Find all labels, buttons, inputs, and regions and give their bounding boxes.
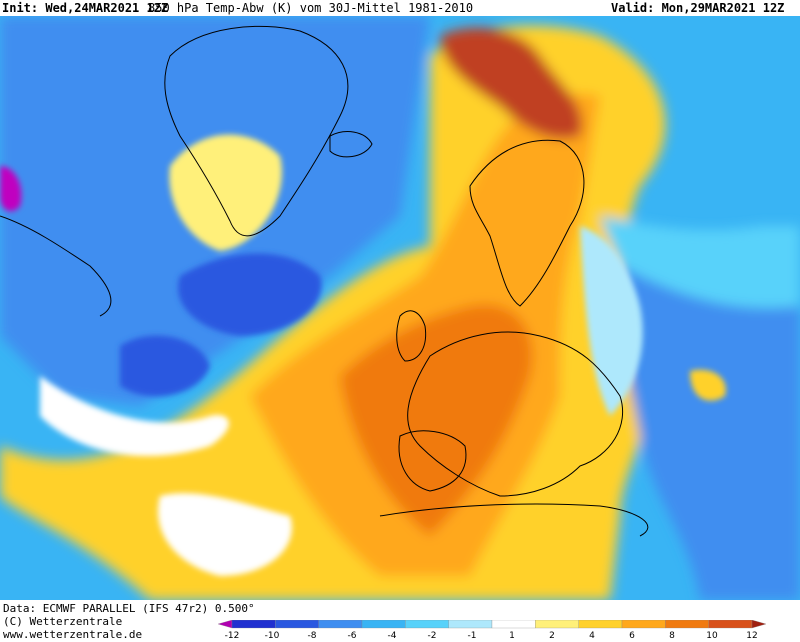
legend-swatch bbox=[665, 620, 709, 629]
field-blue-east bbox=[617, 266, 800, 600]
legend-swatch bbox=[218, 620, 233, 629]
field-red-arctic bbox=[440, 27, 582, 139]
legend-swatch bbox=[361, 620, 406, 629]
temperature-anomaly-map bbox=[0, 16, 800, 600]
field-pale-blue-east bbox=[580, 226, 643, 416]
valid-time: Valid: Mon,29MAR2021 12Z bbox=[611, 1, 785, 15]
legend-tick-label: -6 bbox=[348, 631, 357, 640]
legend-swatch bbox=[708, 620, 753, 629]
legend-swatch bbox=[491, 620, 536, 629]
coastline-iberia bbox=[398, 430, 467, 492]
data-source: Data: ECMWF PARALLEL (IFS 47r2) 0.500° bbox=[3, 602, 255, 615]
legend-tick-label: -2 bbox=[428, 631, 437, 640]
legend-tick-label: 10 bbox=[706, 631, 718, 640]
coastline-scandinavia bbox=[469, 139, 585, 307]
legend-swatch bbox=[318, 620, 363, 629]
legend-tick-label: -12 bbox=[225, 631, 240, 640]
coastline-europe bbox=[407, 331, 624, 497]
legend-tick-label: 6 bbox=[629, 631, 635, 640]
copyright: (C) Wetterzentrale bbox=[3, 615, 123, 628]
legend-tick-label: -1 bbox=[468, 631, 477, 640]
field-lightblue-east bbox=[600, 216, 800, 308]
field-deep-blue-ocean bbox=[120, 335, 210, 397]
legend-tick-label: 2 bbox=[549, 631, 555, 640]
color-scale-legend: -12 -10 -8 -6 -4 -2 -1 1 2 4 6 8 10 12 bbox=[218, 620, 766, 640]
website: www.wetterzentrale.de bbox=[3, 628, 143, 641]
coastline-greenland bbox=[164, 25, 349, 237]
legend-swatch bbox=[751, 620, 766, 629]
legend-swatch bbox=[448, 620, 493, 629]
legend-tick-label: 8 bbox=[669, 631, 675, 640]
legend-tick-label: -10 bbox=[265, 631, 280, 640]
field-yellow-asia-minor bbox=[690, 369, 726, 401]
field-white-coast bbox=[40, 376, 229, 456]
legend-tick-label: -8 bbox=[308, 631, 317, 640]
legend-swatch bbox=[535, 620, 579, 629]
coastline-north-america bbox=[0, 215, 112, 317]
parameter-title: 850 hPa Temp-Abw (K) vom 30J-Mittel 1981… bbox=[148, 1, 474, 15]
coastline-british-isles bbox=[396, 310, 427, 362]
legend-swatch bbox=[231, 620, 276, 629]
legend-swatch bbox=[405, 620, 449, 629]
field-deep-blue-greenland bbox=[178, 253, 322, 336]
coastline-north-africa bbox=[379, 503, 649, 537]
coastlines bbox=[0, 25, 649, 537]
legend-swatch bbox=[621, 620, 666, 629]
chart-header: Init: Wed,24MAR2021 12Z 850 hPa Temp-Abw… bbox=[0, 0, 800, 16]
legend-swatch bbox=[275, 620, 319, 629]
anomaly-field bbox=[0, 16, 800, 600]
legend-tick-label: 4 bbox=[589, 631, 595, 640]
legend-swatch bbox=[578, 620, 623, 629]
field-darkorange-europe bbox=[340, 304, 533, 536]
coastline-iceland bbox=[329, 131, 373, 158]
init-time: Init: Wed,24MAR2021 12Z bbox=[2, 1, 169, 15]
legend-tick-label: -4 bbox=[388, 631, 397, 640]
legend-tick-label: 12 bbox=[746, 631, 757, 640]
legend-tick-label: 1 bbox=[509, 631, 515, 640]
field-magenta-northwest bbox=[0, 166, 22, 212]
field-white-africa bbox=[158, 493, 292, 576]
